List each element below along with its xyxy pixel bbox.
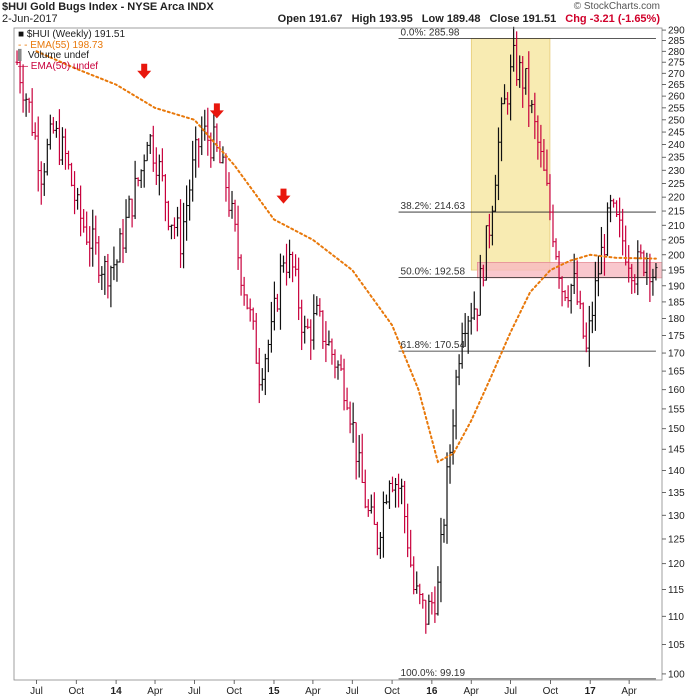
credit-text: © StockCharts.com (573, 1, 660, 12)
plot-frame (13, 27, 663, 681)
y-tick-label: 215 (668, 207, 685, 218)
legend-ema55: - - EMA(55) 198.73 (18, 39, 104, 51)
fib-label-2: 50.0%: 192.58 (401, 267, 466, 278)
fib-label-0: 0.0%: 285.98 (401, 28, 460, 39)
x-tick-label: Oct (384, 686, 400, 697)
legend-volume: ▌ Volume undef (18, 50, 90, 61)
annotations-layer (470, 38, 663, 279)
down-arrow-icon (276, 188, 291, 204)
y-tick-label: 185 (668, 297, 685, 308)
fib-label-4: 100.0%: 99.19 (401, 668, 466, 679)
y-tick-label: 125 (668, 534, 685, 545)
y-tick-label: 105 (668, 640, 685, 651)
legend-volume-label: Volume undef (27, 50, 90, 61)
y-tick-label: 205 (668, 235, 685, 246)
x-tick-label: 14 (111, 686, 123, 697)
y-tick-label: 150 (668, 424, 685, 435)
fib-label-3: 61.8%: 170.54 (401, 340, 466, 351)
down-arrow-icon (209, 103, 224, 119)
y-tick-label: 110 (668, 612, 684, 623)
fib-label-1: 38.2%: 214.63 (401, 201, 466, 212)
y-tick-label: 120 (668, 559, 685, 570)
x-tick-label: Jul (30, 686, 43, 697)
y-tick-label: 220 (668, 193, 685, 204)
x-tick-label: Apr (305, 686, 321, 697)
chart-title: $HUI Gold Bugs Index - NYSE Arca INDX (2, 1, 214, 13)
x-tick-label: Apr (621, 686, 637, 697)
y-tick-label: 255 (668, 103, 685, 114)
x-tick-label: Jul (504, 686, 517, 697)
y-tick-label: 275 (668, 58, 685, 69)
y-tick-label: 290 (668, 26, 685, 37)
legend-ema50-label: EMA(50) undef (30, 60, 99, 72)
legend-ema55-label: EMA(55) 198.73 (30, 39, 104, 51)
high-value: High 193.95 (351, 13, 413, 25)
ema55-line (35, 50, 657, 464)
chart-date: 2-Jun-2017 (2, 13, 58, 25)
legend-price-label: $HUI (Weekly) 191.51 (26, 29, 126, 40)
y-tick-label: 145 (668, 445, 685, 456)
y-tick-label: 280 (668, 47, 685, 58)
x-tick-label: Oct (69, 686, 85, 697)
x-tick-label: Jul (188, 686, 201, 697)
y-tick-label: 250 (668, 115, 685, 126)
chart-title-text: $HUI Gold Bugs Index - NYSE Arca INDX (2, 1, 214, 13)
y-tick-label: 165 (668, 367, 685, 378)
y-tick-label: 155 (668, 404, 685, 415)
y-tick-label: 135 (668, 488, 685, 499)
y-tick-label: 225 (668, 179, 685, 190)
y-tick-label: 235 (668, 153, 685, 164)
ema-layer (35, 50, 657, 464)
legend-price: ■ $HUI (Weekly) 191.51 (18, 29, 126, 40)
y-tick-label: 230 (668, 166, 685, 177)
x-tick-label: Oct (226, 686, 242, 697)
y-tick-label: 180 (668, 314, 685, 325)
y-tick-label: 200 (668, 250, 685, 261)
x-tick-label: 17 (585, 686, 597, 697)
x-tick-label: Apr (463, 686, 479, 697)
x-tick-label: 15 (268, 686, 280, 697)
down-arrow-icon (137, 63, 152, 79)
y-tick-label: 245 (668, 128, 685, 139)
change-value: Chg -3.21 (-1.65%) (565, 13, 660, 25)
fibonacci-layer: 0.0%: 285.98 38.2%: 214.63 50.0%: 192.58 61… (398, 28, 656, 680)
ohlc-readout: Open 191.67 High 193.95 Low 189.48 Close… (272, 13, 660, 25)
close-value: Close 191.51 (489, 13, 557, 25)
y-tick-label: 175 (668, 331, 685, 342)
y-tick-label: 100 (668, 669, 685, 680)
y-tick-label: 240 (668, 140, 685, 151)
y-tick-label: 195 (668, 266, 685, 277)
x-tick-label: Jul (346, 686, 359, 697)
y-tick-label: 285 (668, 36, 685, 47)
y-tick-label: 265 (668, 80, 685, 91)
chart-legend: ■ $HUI (Weekly) 191.51 - - EMA(55) 198.7… (18, 29, 126, 72)
legend-ema50: — EMA(50) undef (18, 60, 99, 72)
y-tick-label: 115 (668, 585, 684, 596)
arrows-layer (137, 63, 291, 204)
y-tick-label: 130 (668, 511, 685, 522)
open-value: Open 191.67 (277, 13, 343, 25)
price-bars-layer (15, 26, 658, 634)
y-tick-label: 270 (668, 69, 685, 80)
x-tick-label: Oct (543, 686, 559, 697)
y-tick-label: 260 (668, 92, 685, 103)
x-tick-label: Apr (147, 686, 163, 697)
x-tick-label: 16 (426, 686, 438, 697)
axes-layer: 100 105 110 115 120 125 130 135 140 145 150 155 160 1… (13, 26, 685, 697)
low-value: Low 189.48 (421, 13, 481, 25)
y-tick-label: 210 (668, 221, 685, 232)
y-tick-label: 190 (668, 281, 685, 292)
y-tick-label: 140 (668, 466, 685, 477)
y-tick-label: 170 (668, 349, 685, 360)
y-tick-label: 160 (668, 385, 685, 396)
